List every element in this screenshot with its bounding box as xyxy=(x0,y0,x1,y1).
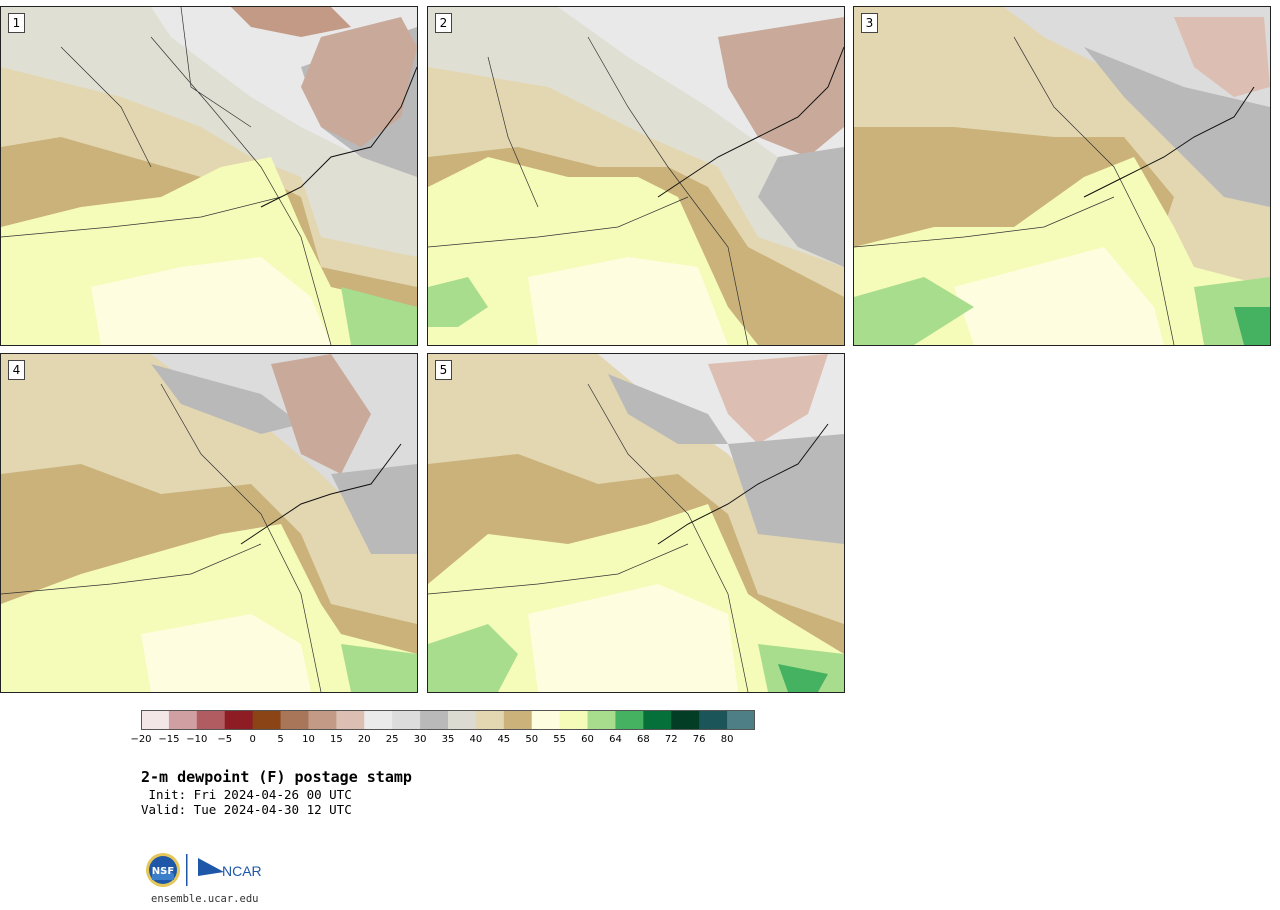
dewpoint-map-5 xyxy=(428,354,844,692)
panel-label: 3 xyxy=(861,13,878,33)
panel-label: 2 xyxy=(435,13,452,33)
colorbar-tick-label: −10 xyxy=(186,734,208,745)
dewpoint-map-2 xyxy=(428,7,844,345)
map-panel-2: 2 xyxy=(427,6,845,346)
colorbar-swatch xyxy=(727,710,755,730)
colorbar-tick-label: 15 xyxy=(329,734,343,745)
colorbar-tick-label: −15 xyxy=(158,734,180,745)
colorbar-swatch xyxy=(252,710,282,730)
panel-label: 5 xyxy=(435,360,452,380)
colorbar-tick-label: 55 xyxy=(553,734,566,745)
dewpoint-map-3 xyxy=(854,7,1270,345)
colorbar-swatch xyxy=(671,710,700,730)
colorbar-tick-label: 25 xyxy=(385,734,399,745)
dewpoint-map-1 xyxy=(1,7,417,345)
colorbar-swatch xyxy=(420,710,449,730)
colorbar-swatch xyxy=(615,710,644,730)
colorbar-swatch xyxy=(699,710,728,730)
dewpoint-map-4 xyxy=(1,354,417,692)
map-panel-3: 3 xyxy=(853,6,1271,346)
colorbar-swatch xyxy=(168,710,198,730)
ncar-logo-icon: NCAR xyxy=(198,858,262,879)
chart-title: 2-m dewpoint (F) postage stamp xyxy=(141,768,412,786)
init-time: Init: Fri 2024-04-26 00 UTC xyxy=(141,787,352,802)
colorbar-tick-label: 40 xyxy=(469,734,483,745)
colorbar-tick-label: 5 xyxy=(277,734,284,745)
colorbar-tick-label: 76 xyxy=(692,734,706,745)
colorbar-swatch xyxy=(224,710,254,730)
map-panel-1: 1 xyxy=(0,6,418,346)
colorbar-tick-label: 10 xyxy=(302,734,315,745)
colorbar-swatch xyxy=(308,710,337,730)
colorbar-tick-label: 45 xyxy=(497,734,511,745)
colorbar-tick-label: 30 xyxy=(413,734,427,745)
colorbar-swatch xyxy=(587,710,616,730)
panel-label: 1 xyxy=(8,13,25,33)
map-panel-4: 4 xyxy=(0,353,418,693)
colorbar-tick-label: −5 xyxy=(217,734,233,745)
nsf-ncar-logo: NSF NCAR xyxy=(146,853,262,887)
colorbar-tick-label: 50 xyxy=(525,734,539,745)
colorbar-tick-label: 68 xyxy=(636,734,650,745)
colorbar-swatch xyxy=(196,710,226,730)
colorbar-swatch xyxy=(475,710,505,730)
colorbar-tick-labels: −20 −15 −10 −5 0 5 10 15 20 25 30 35 40 45 50 55 60 64 68 7… xyxy=(0,734,1280,748)
svg-text:NCAR: NCAR xyxy=(222,863,262,879)
colorbar-swatch xyxy=(141,710,170,730)
colorbar-tick-label: −20 xyxy=(130,734,152,745)
colorbar-swatch xyxy=(531,710,561,730)
valid-time: Valid: Tue 2024-04-30 12 UTC xyxy=(141,802,352,817)
colorbar-tick-label: 20 xyxy=(357,734,371,745)
nsf-logo-icon: NSF xyxy=(146,853,180,887)
colorbar-tick-label: 72 xyxy=(664,734,678,745)
colorbar-swatch xyxy=(280,710,309,730)
colorbar-swatch xyxy=(336,710,365,730)
colorbar-tick-label: 60 xyxy=(581,734,594,745)
colorbar-tick-label: 64 xyxy=(609,734,622,745)
colorbar-swatch xyxy=(503,710,533,730)
panel-label: 4 xyxy=(8,360,25,380)
colorbar-swatch xyxy=(643,710,672,730)
colorbar-tick-label: 0 xyxy=(249,734,256,745)
map-panel-5: 5 xyxy=(427,353,845,693)
colorbar-swatch xyxy=(364,710,393,730)
colorbar-tick-label: 80 xyxy=(720,734,734,745)
colorbar-border xyxy=(141,710,755,730)
colorbar-swatch xyxy=(448,710,477,730)
colorbar xyxy=(141,710,755,730)
footer-url: ensemble.ucar.edu xyxy=(151,893,259,905)
svg-text:NSF: NSF xyxy=(152,866,174,877)
colorbar-swatch xyxy=(559,710,589,730)
colorbar-tick-label: 35 xyxy=(441,734,455,745)
colorbar-swatch xyxy=(392,710,421,730)
